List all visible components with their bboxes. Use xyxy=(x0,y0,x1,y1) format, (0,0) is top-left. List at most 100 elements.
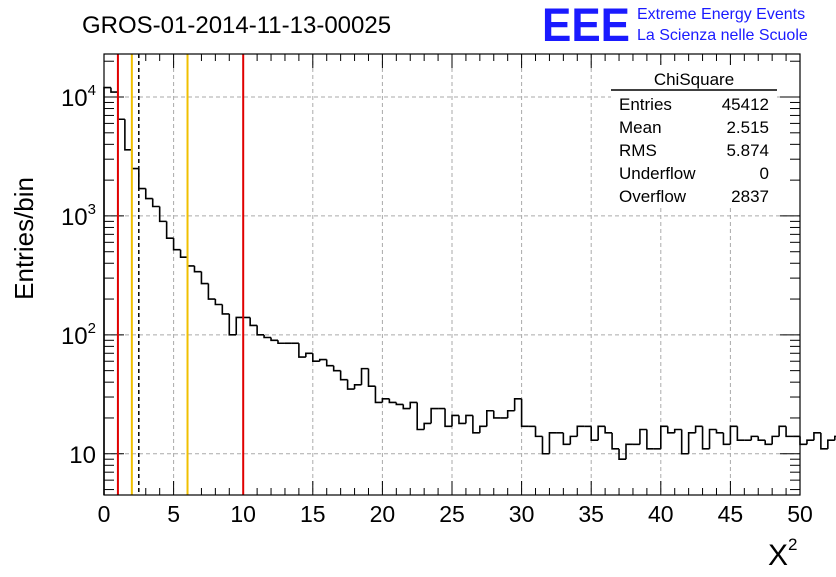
stats-row-value: 2.515 xyxy=(726,118,769,137)
histogram-bin xyxy=(778,425,787,437)
histogram-bin xyxy=(158,206,167,223)
histogram-bin xyxy=(423,422,432,430)
histogram-bin xyxy=(562,432,571,446)
x-axis-label-exponent: 2 xyxy=(788,535,797,554)
y-tick-label-base: 10 xyxy=(61,204,88,231)
histogram-bin xyxy=(110,87,118,93)
histogram-bin xyxy=(764,440,773,446)
histogram-bin xyxy=(235,316,244,335)
histogram-bin xyxy=(193,265,202,273)
stats-row-value: 5.874 xyxy=(726,141,769,160)
histogram-bin xyxy=(736,426,745,442)
histogram-bin xyxy=(771,435,780,445)
stats-box-background xyxy=(611,65,777,205)
histogram-bin xyxy=(729,425,738,445)
histogram-bin xyxy=(444,408,452,428)
eee-logo-mark: EEE xyxy=(542,0,630,51)
histogram-bin xyxy=(590,426,599,442)
stats-row-label: Mean xyxy=(619,118,662,137)
histogram-bin xyxy=(165,221,174,239)
histogram-bin xyxy=(305,352,313,358)
stats-row-label: Underflow xyxy=(619,164,696,183)
x-tick-labels: 0 5 10 15 20 25 30 35 40 45 50 xyxy=(98,501,813,527)
stats-box-title: ChiSquare xyxy=(654,70,734,89)
histogram-bin xyxy=(332,365,341,372)
histogram-bin xyxy=(325,359,334,367)
histogram-bin xyxy=(548,432,557,454)
histogram-bin xyxy=(172,238,181,251)
histogram-bin xyxy=(834,435,836,441)
histogram-bin xyxy=(541,436,550,455)
histogram-bin xyxy=(576,425,585,437)
y-tick-label: 10 xyxy=(69,442,96,469)
histogram-bin xyxy=(228,313,237,336)
histogram-bin xyxy=(569,435,578,445)
logo-line-1: Extreme Energy Events xyxy=(637,6,805,23)
stats-row-label: Entries xyxy=(619,95,672,114)
eee-logo: EEE Extreme Energy Events La Scienza nel… xyxy=(542,0,808,51)
histogram-bin xyxy=(694,425,703,433)
x-axis-label: X2 xyxy=(768,535,797,572)
histogram-bin xyxy=(214,299,223,306)
x-tick-label: 35 xyxy=(578,501,604,527)
histogram-bin xyxy=(200,271,209,285)
histogram-bin xyxy=(750,435,759,441)
histogram-bin xyxy=(346,379,355,390)
histogram-bin xyxy=(520,398,529,428)
x-tick-label: 20 xyxy=(370,501,396,527)
y-axis-label: Entries/bin xyxy=(9,177,39,300)
y-tick-label-exponent: 4 xyxy=(88,82,96,99)
histogram-bin xyxy=(827,439,835,449)
y-tick-label-base: 10 xyxy=(61,85,88,112)
histogram-bin xyxy=(207,283,216,300)
histogram-bin xyxy=(534,426,543,438)
stats-rows: Entries 45412 Mean 2.515 RMS 5.874 Underflow 0 O… xyxy=(619,95,769,206)
x-tick-label: 10 xyxy=(230,501,256,527)
histogram-bin xyxy=(451,414,459,427)
x-tick-label: 0 xyxy=(98,501,111,527)
histogram-bin xyxy=(318,358,327,362)
histogram-bin xyxy=(757,436,766,442)
histogram-bin xyxy=(360,367,369,385)
histogram-bin xyxy=(312,353,320,363)
histogram-bin xyxy=(708,428,717,449)
histogram-bin xyxy=(680,429,689,455)
histogram-bin xyxy=(353,384,362,390)
histogram-bin xyxy=(472,415,480,434)
y-tick-label-exponent: 2 xyxy=(88,320,96,337)
histogram-bin xyxy=(486,409,494,427)
histogram-bin xyxy=(221,304,230,315)
y-tick-label-base: 10 xyxy=(61,323,88,350)
histogram-bin xyxy=(646,429,654,450)
y-tick-label: 104 xyxy=(61,82,96,112)
x-tick-label: 25 xyxy=(439,501,465,527)
histogram-bin xyxy=(374,386,383,404)
chart-title: GROS-01-2014-11-13-00025 xyxy=(82,12,391,39)
histogram-bin xyxy=(144,188,153,200)
x-tick-label: 15 xyxy=(300,501,326,527)
x-tick-label: 50 xyxy=(787,501,813,527)
histogram-bin xyxy=(124,119,132,151)
histogram-bin xyxy=(722,432,731,446)
plot-frame xyxy=(103,53,801,496)
x-tick-label: 30 xyxy=(509,501,535,527)
histogram-bin xyxy=(611,432,620,450)
stats-row-label: Overflow xyxy=(619,187,687,206)
histogram-bin xyxy=(513,397,522,411)
histogram-bin xyxy=(820,432,828,450)
x-tick-label: 40 xyxy=(648,501,674,527)
histogram-bin xyxy=(625,443,633,460)
histogram-bin xyxy=(179,249,188,258)
histogram-bin xyxy=(597,425,606,441)
histogram-bin xyxy=(813,432,821,441)
histogram-bin xyxy=(249,317,258,327)
stats-row-label: RMS xyxy=(619,141,657,160)
histogram-bin xyxy=(388,398,397,404)
x-tick-label: 5 xyxy=(167,501,180,527)
histogram-bin xyxy=(604,426,613,434)
histogram-bin xyxy=(785,426,794,438)
stats-row-value: 0 xyxy=(760,164,769,183)
